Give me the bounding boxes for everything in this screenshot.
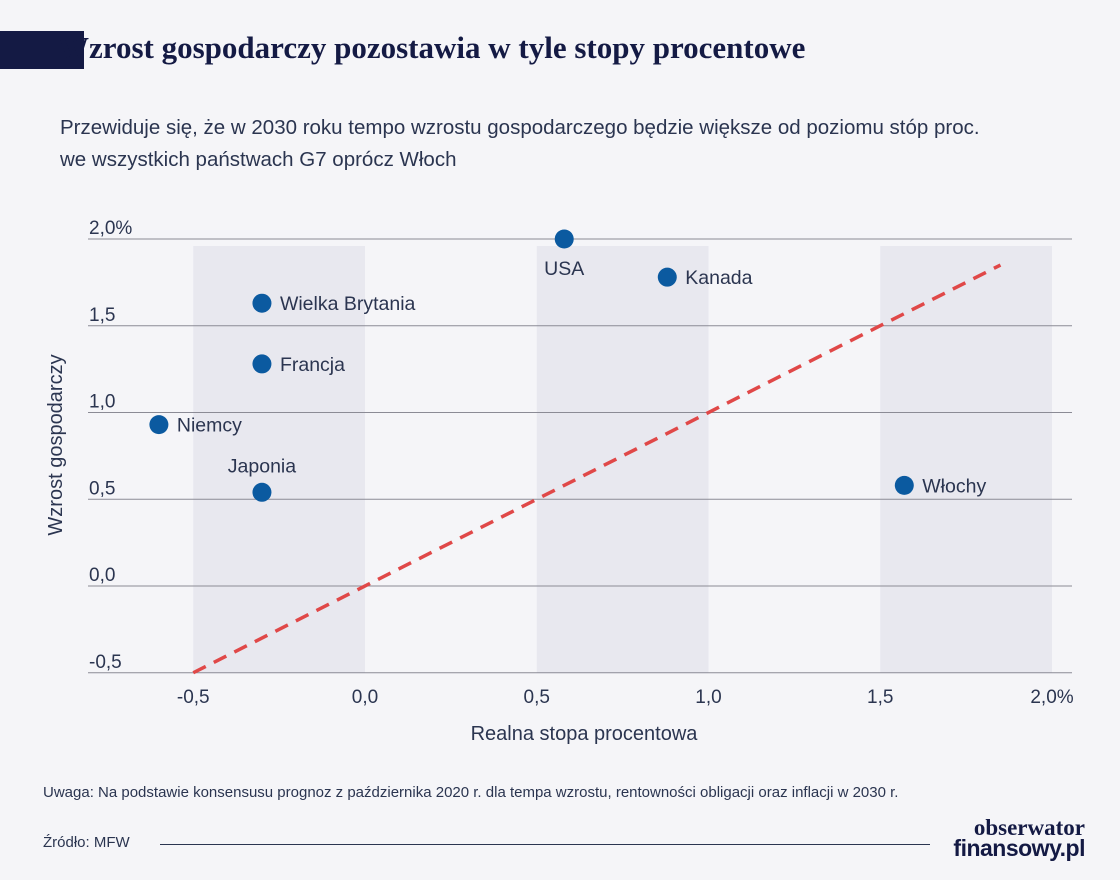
data-points: USA Kanada Wielka Brytania Francja Niemcy Jap… [149,229,986,502]
data-point-label: Japonia [228,455,296,477]
shaded-band [880,246,1052,673]
x-tick-label: 1,5 [867,687,893,708]
y-axis-label: Wzrost gospodarczy [45,354,67,535]
data-point [657,267,677,287]
data-point-label: Niemcy [177,415,242,437]
logo-line-2: finansowy.pl [953,835,1085,861]
title-accent-bar [0,31,84,69]
data-point [252,482,272,502]
data-point-label: USA [544,258,584,280]
x-tick-label: 0,5 [524,687,550,708]
x-tick-label: 0,0 [352,687,378,708]
data-point [894,475,914,495]
x-tick-label: -0,5 [177,687,210,708]
footnote: Uwaga: Na podstawie konsensusu prognoz z… [43,784,899,801]
y-tick-label: 0,0 [89,565,115,586]
chart-subtitle: Przewiduje się, że w 2030 roku tempo wzr… [60,112,1080,176]
y-tick-label: -0,5 [89,652,122,673]
x-tick-label: 2,0% [1030,687,1073,708]
data-point [252,293,272,313]
y-tick-label: 2,0% [89,218,132,239]
gridlines [88,238,1072,674]
shaded-band [536,246,709,673]
x-tick-label: 1,0 [695,687,721,708]
shaded-band [193,246,365,673]
source-text: Źródło: MFW [43,834,130,851]
subtitle-line-1: Przewiduje się, że w 2030 roku tempo wzr… [60,116,980,139]
data-point [252,354,272,374]
data-point-label: Kanada [685,267,752,289]
data-point-label: Wielka Brytania [280,293,416,315]
reference-line-group [192,263,1002,675]
shaded-bands [193,246,1052,673]
subtitle-line-2: we wszystkich państwach G7 oprócz Włoch [60,148,457,171]
y-tick-label: 1,0 [89,392,115,413]
source-divider [160,844,930,845]
y-tick-labels: 2,0% 1,5 1,0 0,5 0,0 -0,5 [89,218,132,673]
y-tick-label: 0,5 [89,478,115,499]
data-point [554,229,574,249]
x-tick-labels: -0,5 0,0 0,5 1,0 1,5 2,0% [177,687,1074,708]
publisher-logo[interactable]: obserwator finansowy.pl [935,815,1085,861]
y-tick-label: 1,5 [89,305,115,326]
reference-line [192,263,1002,675]
logo-line-1: obserwator [973,815,1085,840]
x-axis-label: Realna stopa procentowa [471,723,699,745]
data-point-label: Francja [280,354,345,376]
data-point [149,415,169,435]
chart-title: Wzrost gospodarczy pozostawia w tyle sto… [58,30,806,65]
data-point-label: Włochy [922,475,986,497]
